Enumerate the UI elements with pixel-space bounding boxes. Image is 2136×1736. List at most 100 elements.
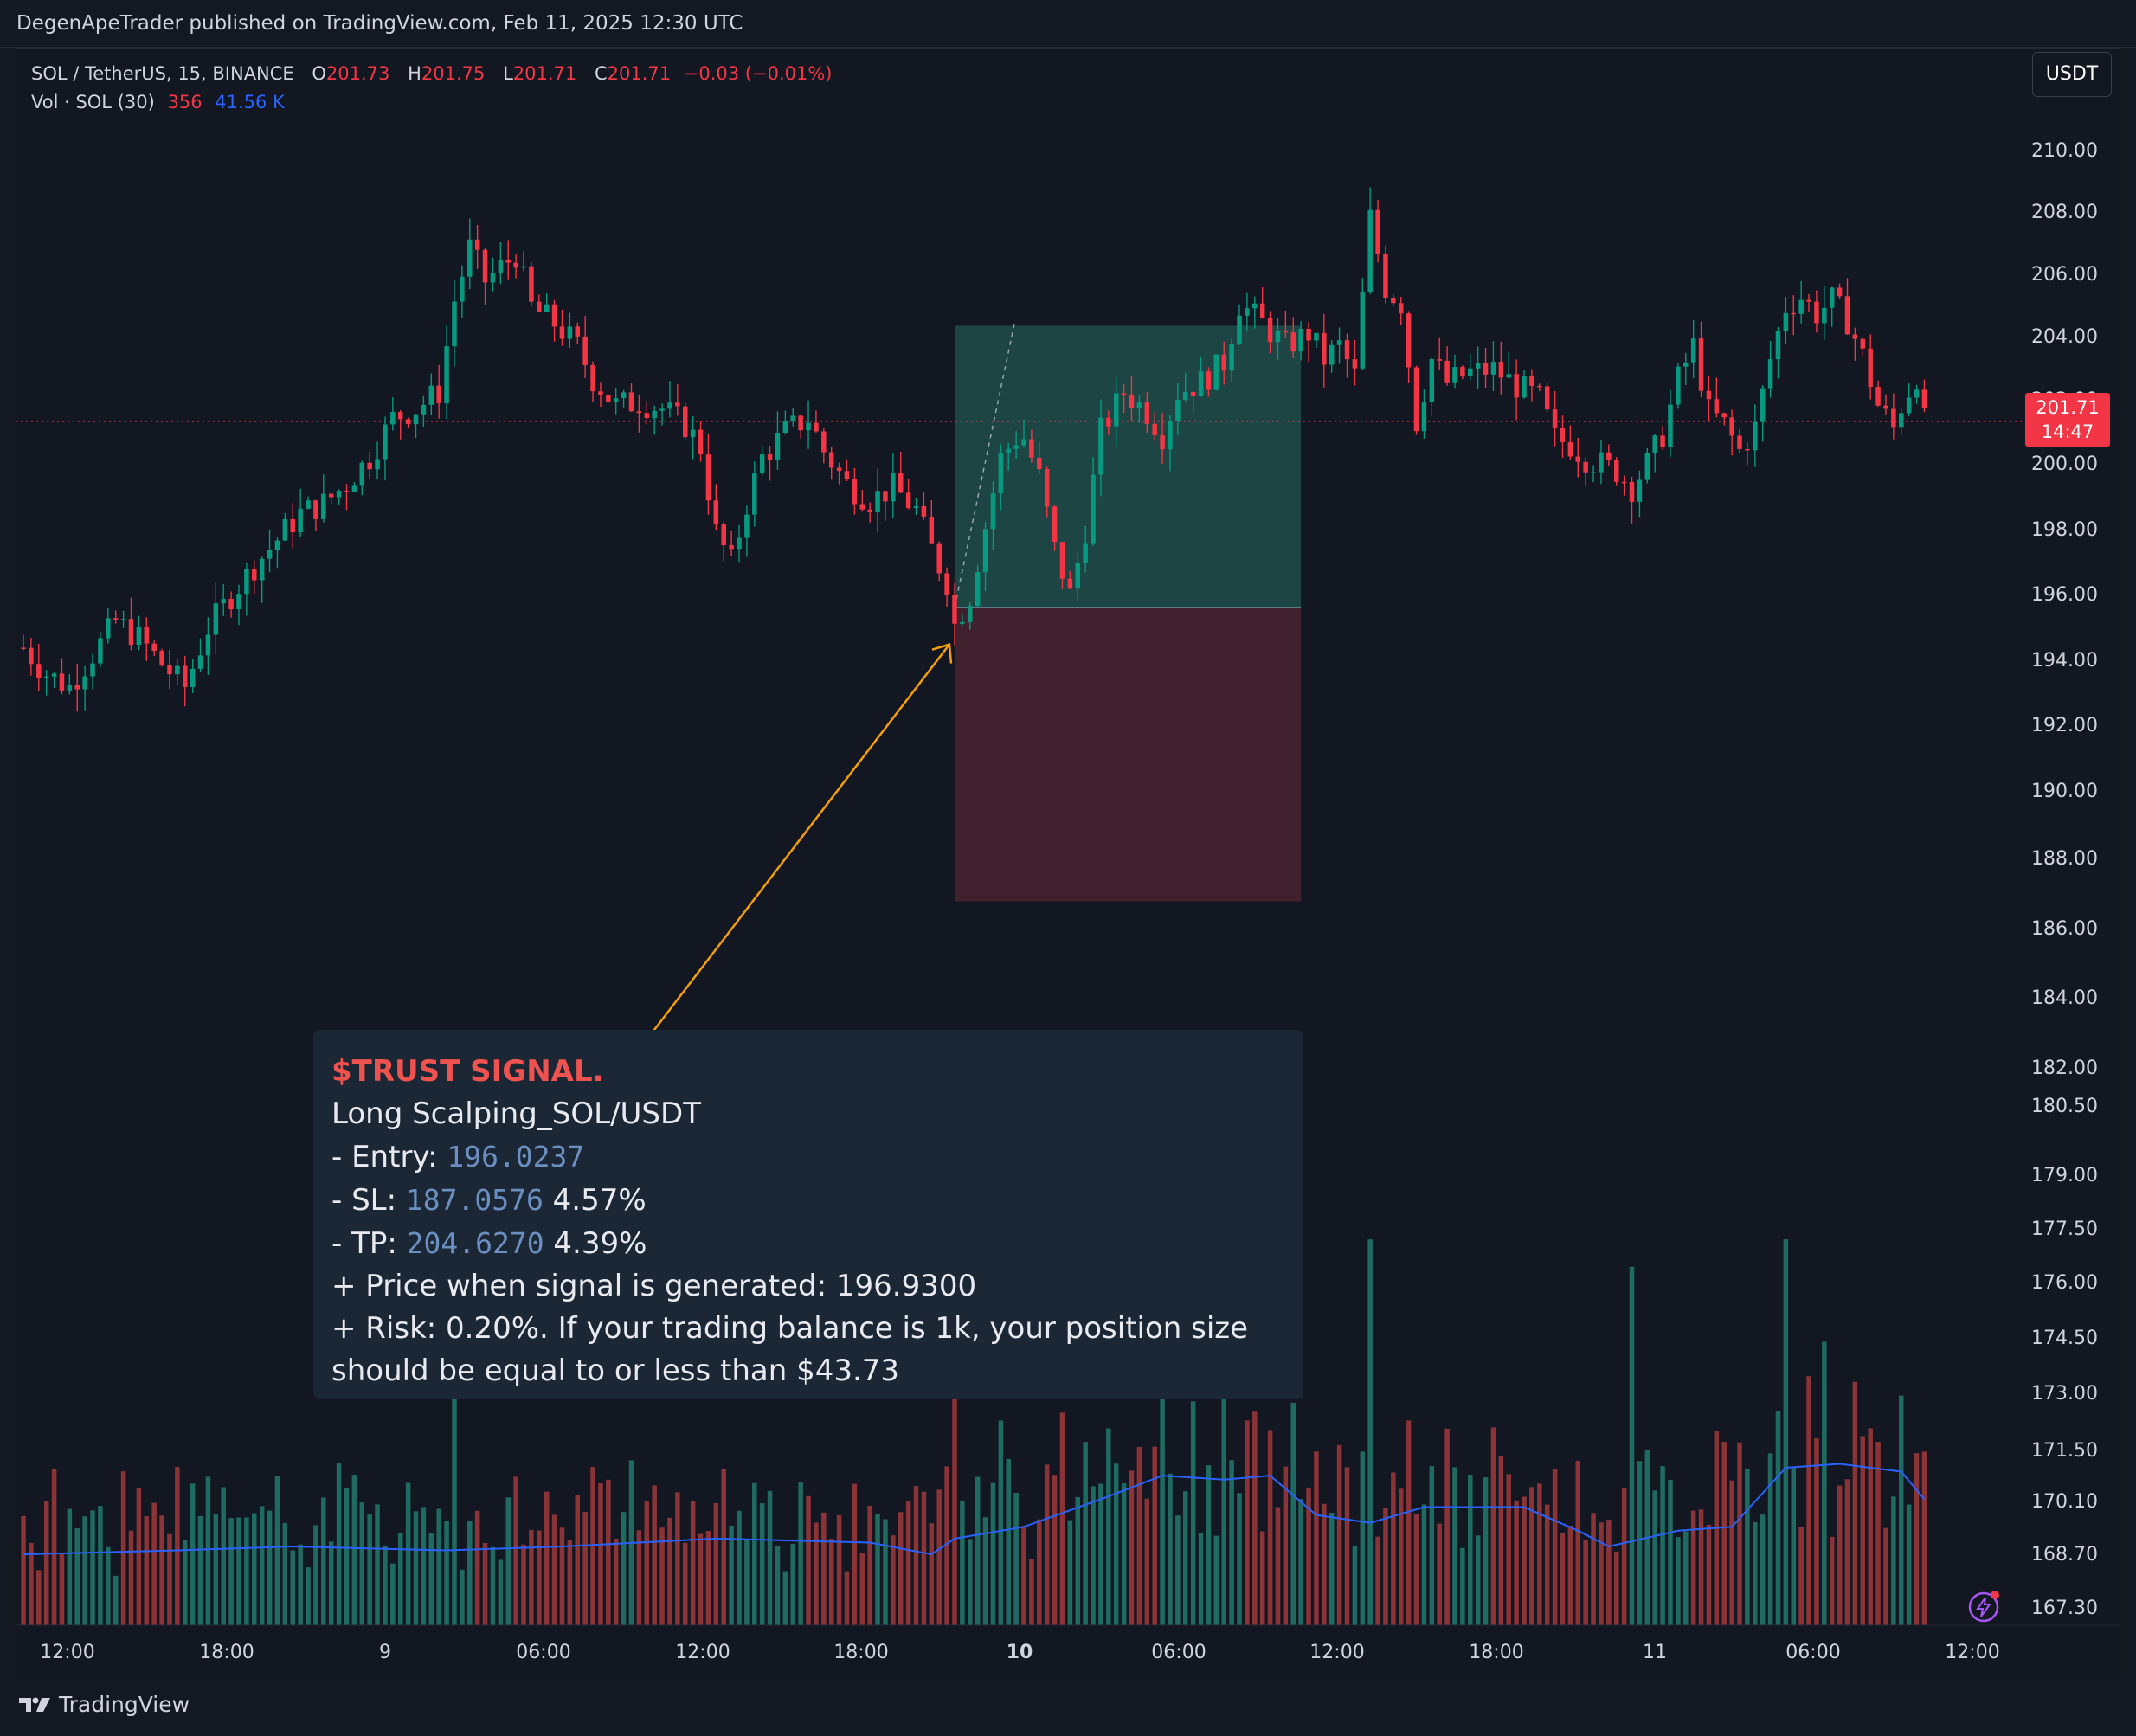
candle-body <box>259 558 265 581</box>
volume-bar <box>1721 1442 1727 1625</box>
volume-bar <box>883 1519 888 1625</box>
volume-bar <box>968 1539 973 1625</box>
candle-body <box>59 673 65 691</box>
y-tick-label: 188.00 <box>2031 848 2098 870</box>
candle-body <box>1806 299 1811 302</box>
volume-bar <box>267 1510 273 1625</box>
candle-body <box>798 415 803 431</box>
candle-body <box>428 385 434 405</box>
publish-header: DegenApeTrader published on TradingView.… <box>0 0 2136 48</box>
candle-body <box>1698 338 1704 391</box>
volume-bar <box>1075 1497 1081 1625</box>
candle-body <box>1067 578 1073 589</box>
volume-bar <box>905 1501 911 1625</box>
candle-body <box>652 410 657 419</box>
volume-bar <box>744 1539 750 1625</box>
candle-body <box>836 467 842 472</box>
candle-body <box>1644 453 1650 480</box>
volume-bar <box>336 1463 342 1625</box>
volume-bar <box>1745 1468 1750 1625</box>
volume-label[interactable]: Vol · SOL (30) <box>31 92 155 113</box>
volume-bar <box>652 1485 657 1625</box>
tradingview-brand[interactable]: TradingView <box>17 1692 190 1717</box>
volume-bar <box>1144 1498 1150 1625</box>
volume-bar <box>898 1512 904 1625</box>
volume-bar <box>575 1495 581 1625</box>
candle-body <box>175 665 180 675</box>
candle-body <box>128 619 134 646</box>
volume-bar <box>1875 1442 1881 1625</box>
candle-body <box>883 491 888 502</box>
candle-body <box>968 605 973 622</box>
volume-bar <box>1129 1470 1135 1625</box>
currency-button[interactable]: USDT <box>2032 52 2112 97</box>
volume-bar <box>1599 1522 1604 1625</box>
volume-bar <box>197 1515 203 1625</box>
volume-bar <box>175 1467 180 1625</box>
candle-body <box>151 643 157 652</box>
volume-bar <box>1259 1531 1265 1625</box>
volume-bar <box>1429 1466 1435 1625</box>
candle-body <box>1152 423 1157 436</box>
tp-pct: 4.39% <box>544 1226 647 1261</box>
volume-bar <box>852 1483 858 1625</box>
tp-label: - TP: <box>331 1226 407 1261</box>
volume-bar <box>667 1517 672 1625</box>
candle-body <box>1529 376 1534 386</box>
volume-bar <box>721 1468 726 1625</box>
candle-body <box>1506 374 1511 378</box>
candle-body <box>1406 313 1412 368</box>
signal-tp-row: - TP: 204.6270 4.39% <box>331 1222 1303 1265</box>
volume-bar <box>474 1510 480 1625</box>
volume-bar <box>1160 1389 1165 1625</box>
candle-body <box>567 326 573 339</box>
volume-bar <box>929 1523 935 1625</box>
volume-bar <box>698 1533 704 1625</box>
volume-bar <box>859 1553 865 1625</box>
candle-body <box>1583 461 1588 473</box>
volume-bar <box>1206 1465 1212 1625</box>
volume-bar <box>1629 1266 1635 1625</box>
volume-bar <box>1537 1483 1542 1625</box>
candle-body <box>1221 354 1226 371</box>
x-tick-label: 18:00 <box>199 1642 254 1663</box>
signal-note[interactable]: $TRUST SIGNAL. Long Scalping_SOL/USDT - … <box>313 1030 1303 1399</box>
volume-bar <box>567 1540 573 1625</box>
signal-arrow-head <box>931 643 953 664</box>
volume-bar <box>1490 1427 1496 1625</box>
candle-body <box>1567 441 1573 457</box>
x-tick-label: 11 <box>1643 1642 1667 1663</box>
candle-body <box>29 647 34 665</box>
volume-bar <box>551 1514 557 1625</box>
high-value: 201.75 <box>421 63 486 84</box>
volume-bar <box>1522 1496 1527 1625</box>
y-tick-label: 171.50 <box>2031 1440 2098 1462</box>
candle-body <box>460 276 465 302</box>
candle-body <box>467 239 473 277</box>
volume-bar <box>1398 1488 1404 1625</box>
candle-body <box>852 479 858 505</box>
volume-bar <box>1306 1487 1311 1625</box>
volume-bar <box>1252 1411 1258 1625</box>
low-value: 201.71 <box>512 63 577 84</box>
volume-bar <box>98 1506 103 1625</box>
candle-body <box>1329 344 1335 365</box>
candle-body <box>1098 417 1103 475</box>
candle-body <box>544 304 550 312</box>
candle-body <box>405 419 411 425</box>
candle-body <box>359 462 365 486</box>
candle-body <box>1591 472 1596 474</box>
x-tick-label: 06:00 <box>1151 1642 1206 1663</box>
volume-bar <box>367 1514 372 1625</box>
lightning-icon[interactable] <box>1966 1590 2001 1624</box>
y-tick-label: 180.50 <box>2031 1096 2098 1117</box>
volume-bar <box>1806 1376 1811 1625</box>
volume-bar <box>1829 1536 1835 1625</box>
volume-bar <box>1753 1522 1758 1625</box>
candle-body <box>1391 297 1396 304</box>
symbol-label[interactable]: SOL / TetherUS, 15, BINANCE <box>31 63 294 84</box>
volume-bar <box>1344 1467 1350 1625</box>
volume-bar <box>383 1545 388 1625</box>
candle-body <box>1006 448 1011 453</box>
